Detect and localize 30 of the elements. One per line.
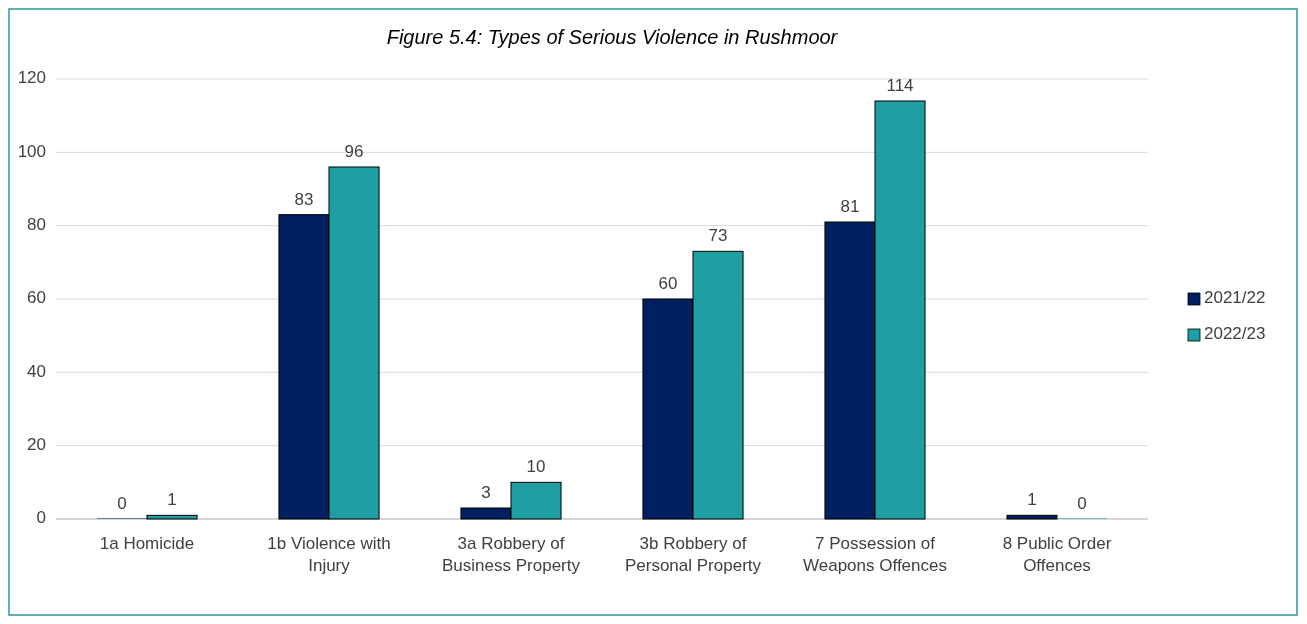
x-tick-label: 3b Robbery of Personal Property xyxy=(624,534,762,575)
legend-label: 2021/22 xyxy=(1204,288,1266,308)
bar xyxy=(1006,514,1058,520)
data-label: 114 xyxy=(886,76,914,95)
x-tick-label: 1a Homicide xyxy=(99,534,195,553)
y-tick-label: 20 xyxy=(27,435,46,455)
legend-label: 2022/23 xyxy=(1204,324,1266,344)
x-tick-label: 8 Public Order Offences xyxy=(1002,534,1112,575)
bar xyxy=(146,514,198,520)
y-tick-label: 120 xyxy=(17,68,46,88)
data-label: 1 xyxy=(1027,490,1037,510)
data-label: 96 xyxy=(344,142,364,161)
x-tick-label: 7 Possession of Weapons Offences xyxy=(803,534,947,575)
data-label: 60 xyxy=(658,274,678,293)
data-label: 10 xyxy=(526,457,546,477)
y-tick-label: 0 xyxy=(36,508,46,528)
x-tick-label: 3a Robbery of Business Property xyxy=(442,534,581,575)
y-tick-label: 60 xyxy=(27,288,46,308)
chart-title: Figure 5.4: Types of Serious Violence in Rushmoor xyxy=(386,26,839,48)
data-label: 1 xyxy=(167,490,177,510)
data-label: 0 xyxy=(1077,494,1087,513)
data-label: 81 xyxy=(840,197,860,216)
data-label: 0 xyxy=(117,494,127,513)
y-tick-label: 100 xyxy=(17,141,46,161)
data-label: 3 xyxy=(481,483,491,502)
y-tick-label: 40 xyxy=(27,361,46,381)
x-tick-label: 1b Violence with Injury xyxy=(267,534,391,575)
data-label: 73 xyxy=(708,226,728,246)
y-tick-label: 80 xyxy=(27,215,46,235)
data-label: 83 xyxy=(294,189,314,209)
